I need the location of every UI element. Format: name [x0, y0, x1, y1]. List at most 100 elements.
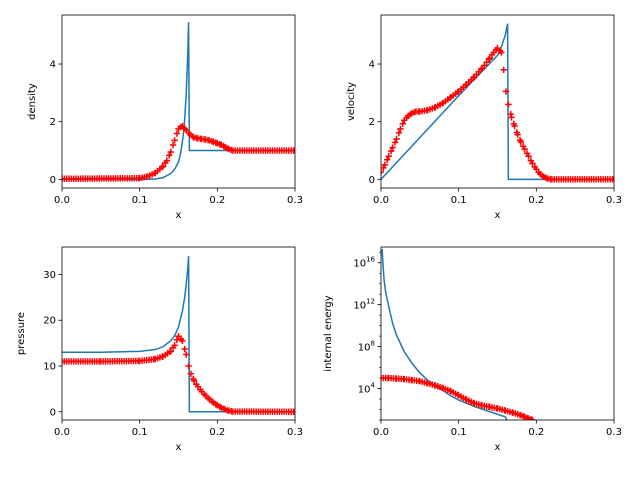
marker-point [384, 156, 391, 163]
y-tick-label: 0 [50, 175, 56, 186]
x-axis-label: x [176, 210, 182, 221]
marker-point [507, 110, 514, 118]
marker-point [505, 101, 512, 108]
series-line [62, 256, 295, 413]
marker-point [389, 144, 396, 151]
y-tick-label: 1016 [353, 256, 375, 270]
marker-point [517, 138, 524, 146]
marker-point [171, 342, 178, 349]
x-tick-label: 0.3 [606, 195, 622, 206]
marker-point [167, 348, 174, 355]
x-tick-label: 0.3 [287, 427, 303, 438]
subplot-internal-energy: 0.0 0.1 0.2 0.3 104 108 1012 1016 x internal ener… [323, 246, 622, 453]
marker-point [159, 163, 167, 170]
y-tick-label: 104 [358, 382, 376, 396]
marker-point [165, 152, 173, 159]
marker-point [167, 148, 174, 156]
marker-point [529, 416, 536, 420]
plot-area [62, 22, 295, 182]
marker-point [169, 141, 177, 149]
y-tick-label: 0 [369, 175, 375, 186]
marker-point [393, 135, 400, 143]
x-tick-label: 0.1 [451, 427, 467, 438]
marker-point [397, 125, 404, 133]
marker-point [291, 408, 295, 415]
marker-point [399, 120, 406, 127]
x-tick-label: 0.2 [528, 195, 544, 206]
y-axis-label: pressure [16, 312, 27, 355]
marker-point [511, 122, 518, 130]
marker-point [163, 157, 171, 164]
x-tick-label: 0.1 [132, 195, 148, 206]
plot-area [62, 256, 295, 415]
axes-frame [380, 14, 615, 189]
marker-point [381, 168, 385, 176]
x-tick-label: 0.2 [528, 427, 544, 438]
series-line [62, 22, 295, 181]
marker-point [190, 377, 198, 384]
axes-frame [380, 246, 615, 421]
x-tick-label: 0.3 [606, 427, 622, 438]
x-tick-label: 0.0 [54, 427, 70, 438]
x-tick-label: 0.0 [373, 195, 389, 206]
axes-frame [61, 246, 296, 421]
y-tick-label: 1012 [353, 298, 375, 312]
marker-point [391, 139, 399, 146]
marker-point [185, 362, 192, 370]
marker-point [171, 137, 178, 144]
marker-point [381, 161, 389, 169]
plot-area [381, 23, 614, 183]
x-tick-label: 0.2 [209, 427, 225, 438]
subplot-velocity: 0.0 0.1 0.2 0.3 0 2 4 x velocity [346, 14, 622, 221]
y-axis-label: density [27, 83, 38, 120]
x-axis-label: x [495, 442, 501, 453]
y-tick-label: 4 [50, 60, 56, 71]
series-line [381, 23, 614, 181]
subplot-pressure: 0.0 0.1 0.2 0.3 0 10 20 30 x pressure [16, 246, 303, 453]
y-tick-label: 0 [50, 407, 56, 418]
marker-point [387, 147, 395, 155]
y-tick-label: 20 [43, 316, 56, 327]
marker-point [395, 129, 403, 137]
marker-point [502, 88, 510, 95]
marker-point [485, 56, 493, 63]
marker-point [529, 160, 536, 167]
marker-point [610, 176, 614, 183]
marker-point [500, 66, 507, 73]
axes-frame [61, 14, 296, 189]
x-tick-label: 0.1 [451, 195, 467, 206]
marker-point [179, 337, 186, 345]
y-tick-label: 10 [43, 361, 56, 372]
marker-point [291, 147, 295, 154]
marker-point [173, 336, 181, 344]
marker-point [521, 145, 528, 153]
x-tick-label: 0.0 [54, 195, 70, 206]
plot-area [381, 249, 536, 420]
marker-point [477, 66, 485, 73]
marker-point [508, 114, 515, 121]
marker-point [183, 351, 190, 358]
y-tick-label: 30 [43, 270, 56, 281]
x-axis-label: x [495, 210, 501, 221]
marker-point [187, 370, 195, 377]
marker-point [525, 153, 532, 160]
marker-point [486, 55, 493, 62]
y-axis-label: internal energy [323, 295, 334, 371]
x-tick-label: 0.1 [132, 427, 148, 438]
y-tick-label: 2 [50, 117, 56, 128]
x-tick-label: 0.0 [373, 427, 389, 438]
y-tick-label: 4 [369, 60, 375, 71]
y-axis-label: velocity [346, 82, 357, 121]
x-axis-label: x [176, 442, 182, 453]
marker-point [173, 130, 181, 137]
marker-point [385, 153, 392, 160]
subplot-density: 0.0 0.1 0.2 0.3 0 2 4 x density [27, 14, 303, 221]
x-tick-label: 0.3 [287, 195, 303, 206]
marker-point [498, 49, 505, 56]
y-tick-label: 2 [369, 117, 375, 128]
x-tick-label: 0.2 [209, 195, 225, 206]
marker-point [514, 131, 521, 138]
marker-point [181, 345, 188, 353]
